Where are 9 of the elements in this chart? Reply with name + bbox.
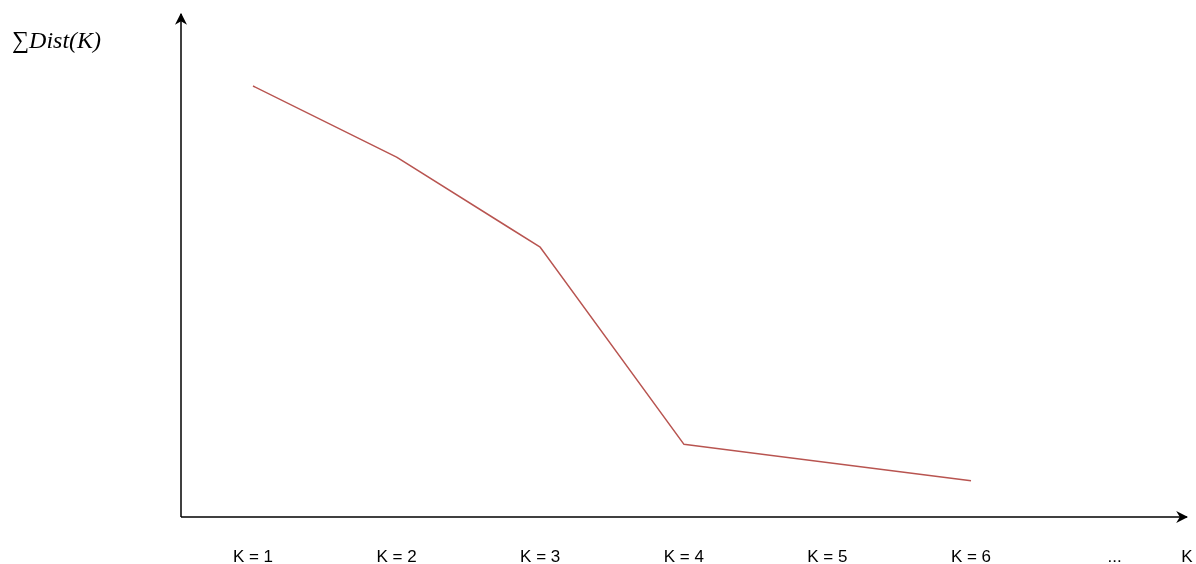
x-tick-label: K = 5 [807, 547, 848, 564]
x-tick-label: K = 1 [232, 547, 274, 564]
y-axis-title: ∑Dist(K) [12, 27, 102, 54]
x-axis-title: K [1181, 547, 1194, 564]
x-tick-label: K = 3 [520, 547, 561, 564]
x-tick-label: K = 2 [376, 547, 417, 564]
x-tick-label: K = 6 [950, 547, 992, 564]
x-tick-label: ... [1107, 547, 1122, 564]
x-tick-label: K = 4 [663, 547, 704, 564]
